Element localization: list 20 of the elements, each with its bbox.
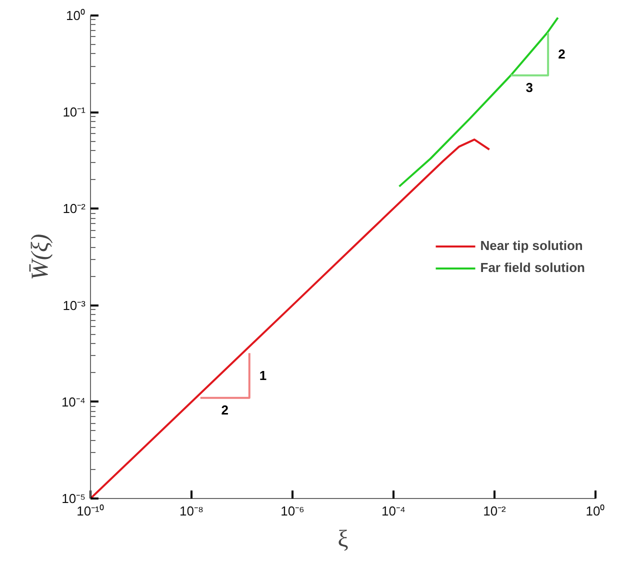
x-tick-label: 10⁻¹⁰ (76, 504, 104, 518)
x-tick-label: 10⁻⁴ (381, 504, 406, 518)
y-axis-title: W̄(ξ) (27, 234, 54, 280)
x-tick-label: 10⁰ (586, 504, 606, 518)
x-tick-label: 10⁻⁸ (180, 504, 204, 518)
x-tick-label: 10⁻⁶ (280, 504, 304, 518)
annotation: 2 (221, 402, 229, 418)
annotation: 2 (558, 46, 566, 62)
y-tick-label: 10⁻⁵ (62, 491, 86, 506)
legend-label: Far field solution (480, 260, 585, 275)
y-tick-label: 10⁻³ (62, 298, 86, 313)
annotation: 1 (259, 368, 267, 383)
y-tick-label: 10⁻¹ (62, 104, 86, 120)
y-tick-label: 10⁻² (62, 201, 86, 216)
x-axis-title: ξ (338, 526, 349, 552)
x-tick-label: 10⁻² (483, 504, 507, 518)
legend-label: Near tip solution (480, 238, 583, 253)
y-tick-label: 10⁰ (66, 8, 86, 23)
annotation: 3 (526, 80, 534, 95)
y-tick-label: 10⁻⁴ (61, 394, 86, 410)
